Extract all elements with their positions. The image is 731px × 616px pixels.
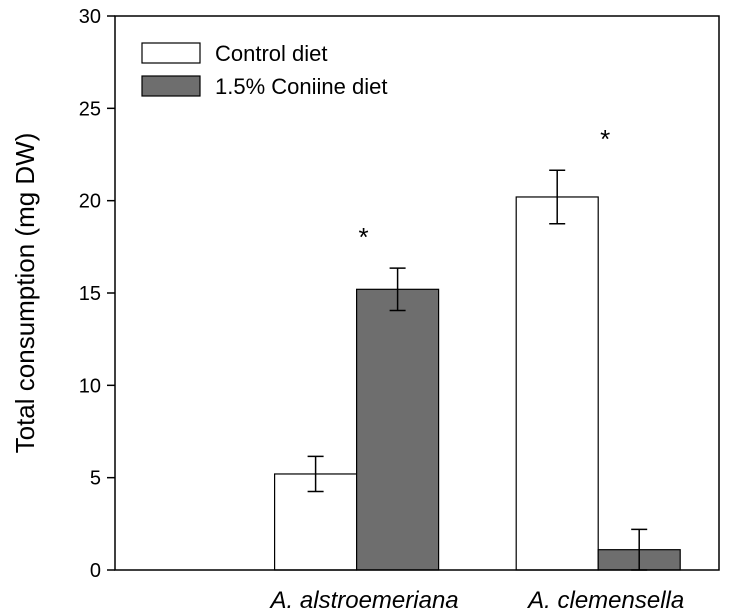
legend-label: Control diet <box>215 41 328 66</box>
plot-frame <box>114 15 720 571</box>
x-axis-category-labels: A. alstroemeriana A. clemensella <box>269 587 685 614</box>
y-tick-label: 0 <box>90 560 101 582</box>
y-tick-label: 30 <box>79 6 101 28</box>
significance-markers: ** <box>359 124 611 252</box>
bar-series <box>274 196 681 571</box>
y-axis-title: Total consumption (mg DW) <box>10 133 40 454</box>
x-category-label: A. alstroemeriana <box>269 587 459 614</box>
bar <box>515 196 599 571</box>
significance-asterisk: * <box>359 222 369 252</box>
legend-swatch <box>141 75 201 97</box>
y-axis-ticks: 0 5 10 15 20 25 30 <box>79 6 115 582</box>
significance-asterisk: * <box>600 124 610 154</box>
y-tick-label: 10 <box>79 375 101 397</box>
y-tick-label: 25 <box>79 98 101 120</box>
x-category-label: A. clemensella <box>526 587 684 614</box>
legend-label: 1.5% Coniine diet <box>215 74 387 99</box>
legend: Control diet 1.5% Coniine diet <box>141 41 387 99</box>
y-tick-label: 5 <box>90 468 101 490</box>
y-tick-label: 15 <box>79 283 101 305</box>
bar <box>356 288 440 571</box>
y-tick-label: 20 <box>79 191 101 213</box>
legend-swatch <box>141 42 201 64</box>
